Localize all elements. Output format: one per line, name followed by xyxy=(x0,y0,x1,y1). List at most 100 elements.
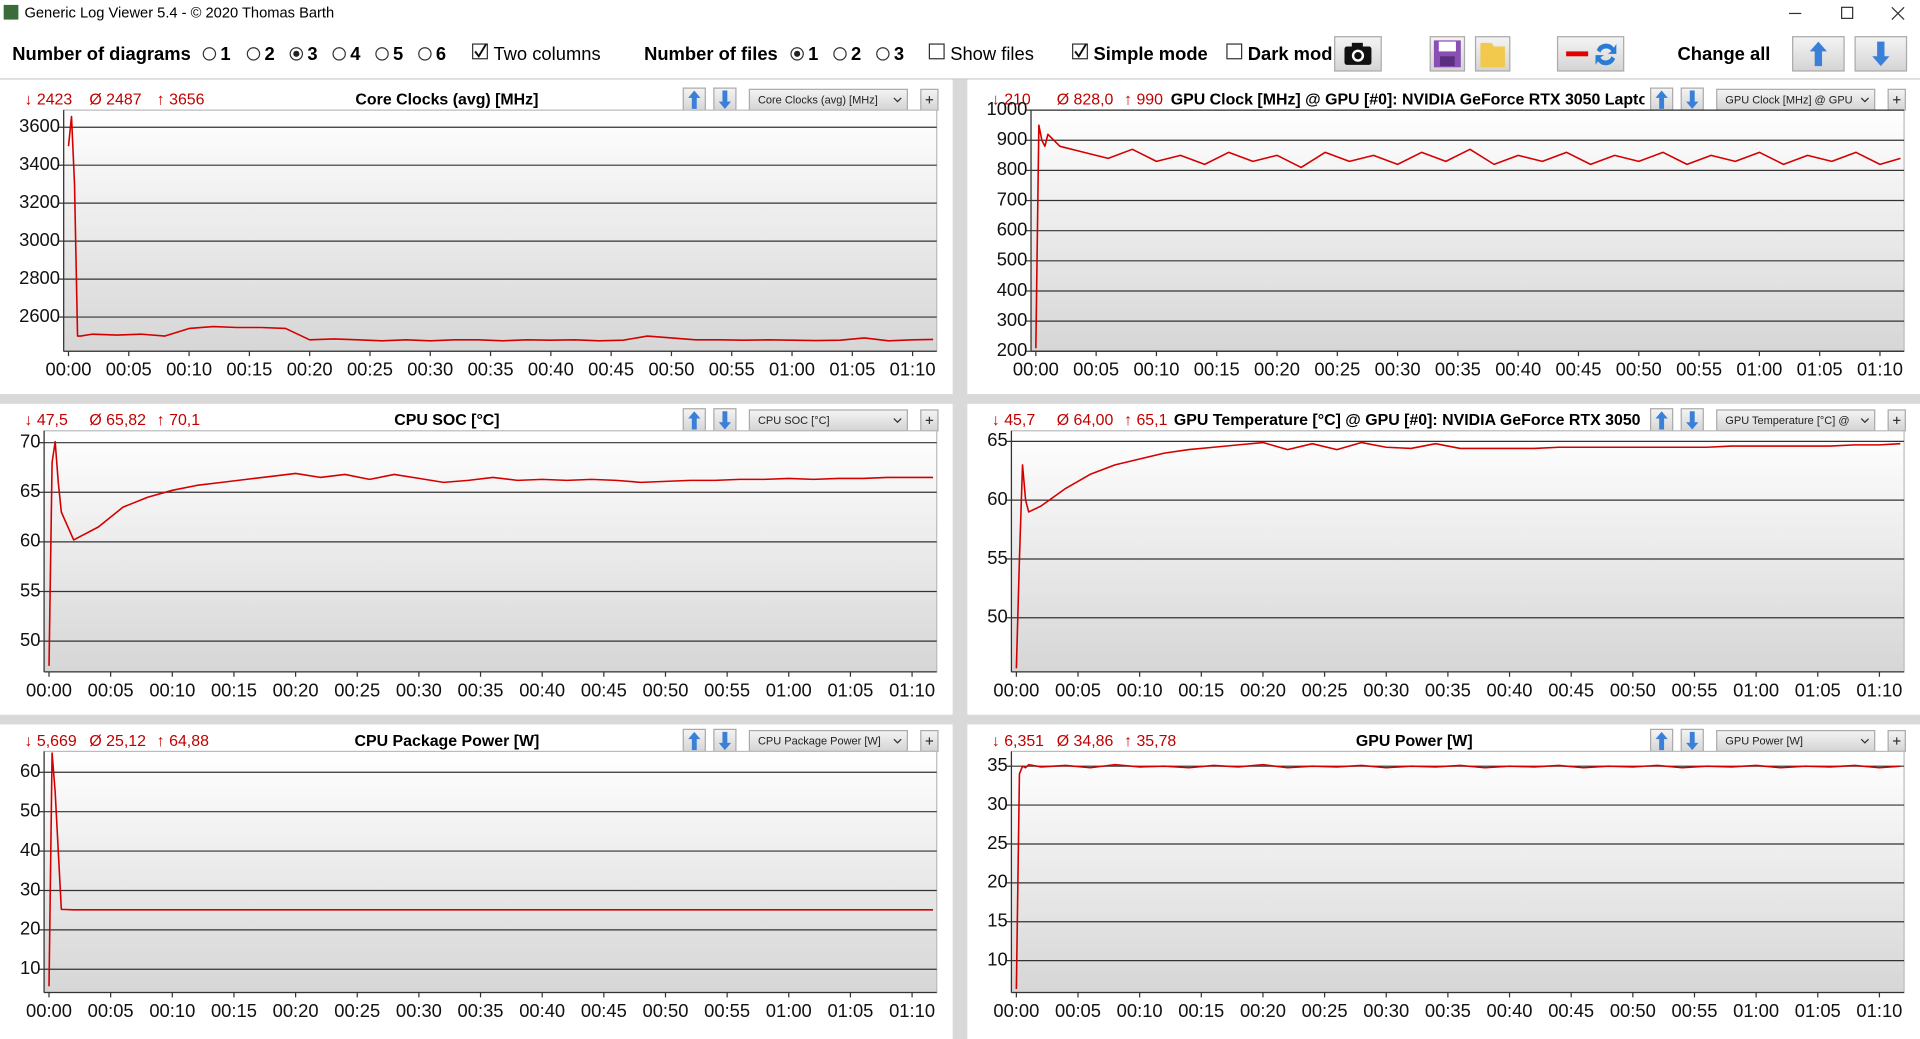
plus-icon xyxy=(1893,737,1901,745)
y-tick-label: 60 xyxy=(20,760,40,781)
radio-button[interactable] xyxy=(833,47,847,61)
x-tick-label: 00:40 xyxy=(519,1000,565,1021)
stat-label: ↓ 210 xyxy=(992,92,1031,109)
x-tick-label: 00:20 xyxy=(1240,1000,1286,1021)
arrow-icon xyxy=(1655,731,1668,751)
x-tick-label: 00:30 xyxy=(1363,1000,1409,1021)
arrow-icon xyxy=(1686,731,1699,751)
arrow-icon xyxy=(1686,411,1699,430)
radio-label: 2 xyxy=(851,43,861,64)
x-tick-label: 00:35 xyxy=(458,679,504,700)
x-tick-label: 01:10 xyxy=(1856,1000,1902,1021)
radio-button[interactable] xyxy=(332,47,346,61)
x-tick-label: 00:45 xyxy=(581,679,627,700)
stat-label: Ø 25,12 xyxy=(89,733,146,750)
x-tick-label: 00:20 xyxy=(1254,359,1300,380)
arrow-icon xyxy=(688,411,701,430)
restore-button[interactable] xyxy=(1841,6,1854,19)
arrow-icon xyxy=(1655,90,1668,109)
y-tick-label: 20 xyxy=(20,918,40,939)
checkbox[interactable] xyxy=(1226,43,1243,60)
y-tick-label: 50 xyxy=(20,629,40,650)
x-tick-label: 00:40 xyxy=(1487,1000,1533,1021)
reset-button[interactable] xyxy=(1556,36,1625,72)
x-tick-label: 00:10 xyxy=(166,359,212,380)
save-button[interactable] xyxy=(1429,36,1466,72)
x-tick-label: 00:00 xyxy=(1013,359,1059,380)
x-tick-label: 00:00 xyxy=(46,359,92,380)
series-selector-text: GPU Clock [MHz] @ GPU xyxy=(1725,94,1852,106)
x-tick-label: 00:30 xyxy=(1363,679,1409,700)
stat-label: ↑ 64,88 xyxy=(157,733,209,750)
all-down-button[interactable] xyxy=(1854,36,1908,72)
dropdown-chevron xyxy=(1860,97,1870,103)
x-tick-label: 00:10 xyxy=(149,1000,195,1021)
x-tick-label: 01:10 xyxy=(1857,359,1903,380)
window-title: Generic Log Viewer 5.4 - © 2020 Thomas B… xyxy=(24,5,334,21)
data-line xyxy=(1015,763,1901,989)
stat-label: ↓ 6,351 xyxy=(992,733,1044,750)
radio-label: 1 xyxy=(220,43,230,64)
all-up-button[interactable] xyxy=(1792,36,1845,72)
stat-label: ↓ 45,7 xyxy=(992,412,1035,429)
x-tick-label: 00:25 xyxy=(1314,359,1360,380)
y-tick-label: 2600 xyxy=(19,305,60,326)
x-tick-label: 00:50 xyxy=(648,359,694,380)
radio-dot xyxy=(794,50,801,57)
stat-label: ↑ 70,1 xyxy=(157,412,200,429)
stat-label: Ø 34,86 xyxy=(1057,733,1114,750)
close-button[interactable] xyxy=(1891,6,1905,21)
data-line xyxy=(1035,124,1901,349)
chart-panel: ↓ 210 Ø 828,0 ↑ 990 GPU Clock [MHz] @ GPU [… xyxy=(986,87,1906,380)
arrow-icon xyxy=(718,90,732,109)
x-tick-label: 00:55 xyxy=(704,1000,750,1021)
plus-icon xyxy=(925,416,934,425)
chart-panel: ↓ 6,351 Ø 34,86 ↑ 35,78 GPU Power [W] GPU Po… xyxy=(987,728,1906,1021)
data-line xyxy=(67,115,934,342)
x-tick-label: 00:50 xyxy=(1610,1000,1656,1021)
chart-title: CPU SOC [°C] xyxy=(394,412,499,429)
radio-button[interactable] xyxy=(375,47,389,61)
x-tick-label: 00:50 xyxy=(1616,359,1662,380)
y-tick-label: 60 xyxy=(20,530,40,551)
y-tick-label: 3600 xyxy=(19,115,60,136)
radio-label: 2 xyxy=(264,43,274,64)
y-tick-label: 65 xyxy=(987,429,1007,450)
x-tick-label: 00:20 xyxy=(287,359,333,380)
y-tick-label: 400 xyxy=(997,279,1028,300)
x-tick-label: 00:05 xyxy=(1073,359,1119,380)
y-tick-label: 10 xyxy=(987,948,1007,969)
dropdown-chevron xyxy=(893,97,902,103)
x-tick-label: 00:05 xyxy=(1055,1000,1101,1021)
dropdown-chevron xyxy=(893,738,902,744)
x-tick-label: 00:20 xyxy=(273,1000,319,1021)
y-tick-label: 3200 xyxy=(19,191,60,212)
stat-label: ↓ 5,669 xyxy=(24,733,76,750)
arrow-icon xyxy=(718,731,732,751)
open-button[interactable] xyxy=(1474,36,1511,72)
chart-panel: ↓ 5,669 Ø 25,12 ↑ 64,88 CPU Package Power [… xyxy=(20,728,939,1021)
x-tick-label: 00:55 xyxy=(1671,679,1717,700)
radio-button[interactable] xyxy=(876,47,890,61)
x-tick-label: 00:20 xyxy=(1240,679,1286,700)
x-tick-label: 00:05 xyxy=(1055,679,1101,700)
x-tick-label: 00:00 xyxy=(993,1000,1039,1021)
x-tick-label: 01:00 xyxy=(766,679,812,700)
x-tick-label: 00:30 xyxy=(396,1000,442,1021)
checkbox[interactable] xyxy=(928,43,945,60)
radio-button[interactable] xyxy=(246,47,261,61)
radio-button[interactable] xyxy=(202,47,217,61)
x-tick-label: 00:30 xyxy=(396,679,442,700)
y-tick-label: 3000 xyxy=(19,229,60,250)
row-separator xyxy=(0,394,1920,404)
x-tick-label: 01:10 xyxy=(1856,679,1902,700)
y-tick-label: 50 xyxy=(20,800,40,821)
chart-panel: ↓ 2423 Ø 2487 ↑ 3656 Core Clocks (avg) [MHz… xyxy=(19,87,939,380)
radio-button[interactable] xyxy=(418,47,432,61)
arrow-icon xyxy=(688,90,701,109)
x-tick-label: 00:10 xyxy=(1117,1000,1163,1021)
camera-button[interactable] xyxy=(1334,36,1382,72)
x-tick-label: 00:50 xyxy=(643,679,689,700)
y-tick-label: 70 xyxy=(20,431,40,452)
x-tick-label: 00:10 xyxy=(149,679,195,700)
